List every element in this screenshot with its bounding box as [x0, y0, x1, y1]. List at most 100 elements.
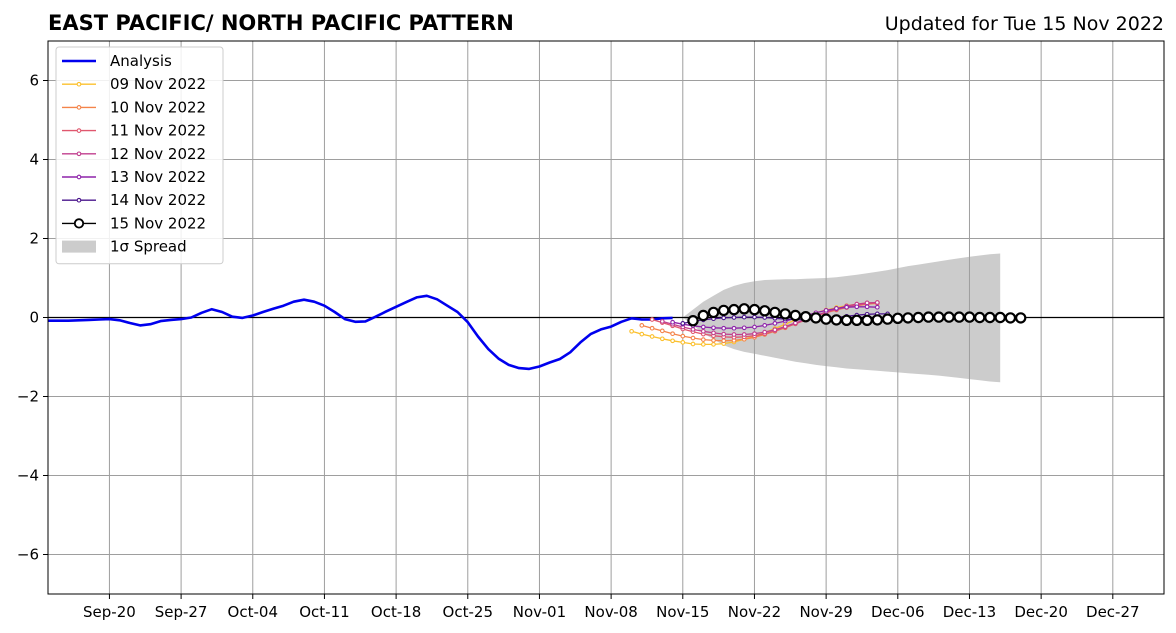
data-point — [769, 306, 781, 319]
x-tick-label: Dec-06 — [871, 603, 925, 621]
chart-title: EAST PACIFIC/ NORTH PACIFIC PATTERN — [48, 11, 514, 35]
data-point — [680, 321, 686, 326]
plot-area: Sep-20 Sep-27 Oct-04 Oct-11 Oct-18 Oct-25 Nov-… — [17, 40, 1165, 621]
data-point — [700, 342, 706, 347]
data-point — [731, 332, 737, 337]
data-point — [629, 328, 634, 334]
data-point — [690, 335, 696, 341]
data-point — [721, 338, 727, 344]
legend-marker — [76, 174, 82, 180]
data-point — [840, 314, 853, 326]
legend-label: 11 Nov 2022 — [110, 122, 206, 140]
data-point — [752, 331, 757, 337]
data-point — [748, 303, 761, 316]
x-tick-label: Nov-15 — [656, 603, 709, 621]
data-point — [874, 300, 880, 305]
data-point — [994, 311, 1006, 324]
data-point — [984, 311, 996, 324]
data-point — [741, 332, 747, 337]
data-point — [649, 325, 655, 331]
x-tick-label: Oct-11 — [299, 603, 349, 621]
x-tick-label: Nov-08 — [584, 603, 637, 621]
data-point — [912, 311, 925, 324]
legend-label: Analysis — [110, 52, 172, 70]
y-tick-label: 0 — [29, 309, 39, 327]
data-point — [687, 315, 699, 327]
data-point — [864, 300, 870, 306]
x-tick-label: Nov-29 — [799, 603, 852, 621]
data-point — [707, 306, 720, 319]
legend-marker — [76, 128, 82, 133]
y-tick-label: 6 — [29, 72, 39, 90]
data-point — [670, 331, 675, 337]
data-point — [728, 303, 740, 316]
data-point — [864, 304, 870, 310]
x-tick-label: Oct-04 — [228, 603, 278, 621]
data-point — [721, 325, 727, 331]
data-point — [779, 308, 791, 320]
data-point — [690, 341, 696, 347]
data-point — [680, 333, 686, 339]
legend: Analysis 09 Nov 2022 10 Nov 2022 11 Nov 202… — [55, 46, 224, 265]
legend-marker — [76, 197, 82, 203]
x-tick-label: Dec-27 — [1086, 603, 1140, 621]
data-point — [782, 324, 788, 329]
data-point — [943, 311, 955, 323]
legend-marker — [76, 81, 82, 87]
data-point — [871, 314, 884, 326]
data-point — [697, 309, 710, 322]
data-point — [752, 314, 757, 320]
chart-subtitle: Updated for Tue 15 Nov 2022 — [885, 13, 1164, 35]
data-point — [800, 311, 812, 323]
data-point — [874, 304, 880, 310]
data-point — [700, 324, 706, 330]
x-tick-label: Oct-18 — [371, 603, 421, 621]
data-point — [711, 338, 716, 343]
y-tick-label: 4 — [29, 151, 39, 169]
data-point — [823, 308, 829, 313]
legend-label: 12 Nov 2022 — [110, 145, 206, 163]
data-point — [772, 327, 778, 333]
data-point — [741, 325, 747, 331]
legend-label: 10 Nov 2022 — [110, 98, 206, 116]
data-point — [649, 317, 655, 322]
data-point — [659, 328, 665, 334]
x-tick-label: Nov-22 — [728, 603, 781, 621]
data-point — [659, 336, 665, 342]
data-point — [772, 321, 778, 326]
data-point — [639, 331, 645, 337]
data-point — [731, 325, 737, 331]
data-point — [963, 311, 976, 323]
data-point — [820, 313, 832, 325]
data-point — [789, 309, 802, 322]
data-point — [810, 312, 822, 324]
legend-label: 14 Nov 2022 — [110, 191, 206, 209]
data-point — [861, 314, 873, 326]
data-point — [738, 303, 750, 315]
legend-marker — [76, 151, 82, 157]
data-point — [731, 315, 737, 320]
data-point — [953, 311, 965, 323]
data-point — [741, 314, 747, 320]
x-tick-label: Sep-20 — [83, 603, 136, 621]
data-point — [892, 312, 904, 324]
data-point — [721, 331, 727, 337]
y-tick-label: −4 — [17, 467, 39, 485]
legend-label: 13 Nov 2022 — [110, 168, 206, 186]
y-tick-label: 2 — [29, 230, 39, 248]
x-tick-label: Dec-20 — [1014, 603, 1068, 621]
data-point — [974, 311, 986, 324]
data-point — [752, 324, 757, 330]
data-point — [881, 313, 894, 325]
data-point — [718, 304, 730, 317]
y-tick-label: −6 — [17, 546, 39, 564]
legend-marker — [76, 105, 82, 110]
data-point — [762, 323, 768, 328]
data-point — [670, 319, 675, 325]
data-point — [902, 312, 914, 324]
legend-spread-swatch — [62, 240, 96, 253]
data-point — [933, 311, 945, 323]
x-tick-label: Oct-25 — [443, 603, 493, 621]
data-point — [1004, 312, 1017, 324]
data-point — [700, 337, 706, 342]
